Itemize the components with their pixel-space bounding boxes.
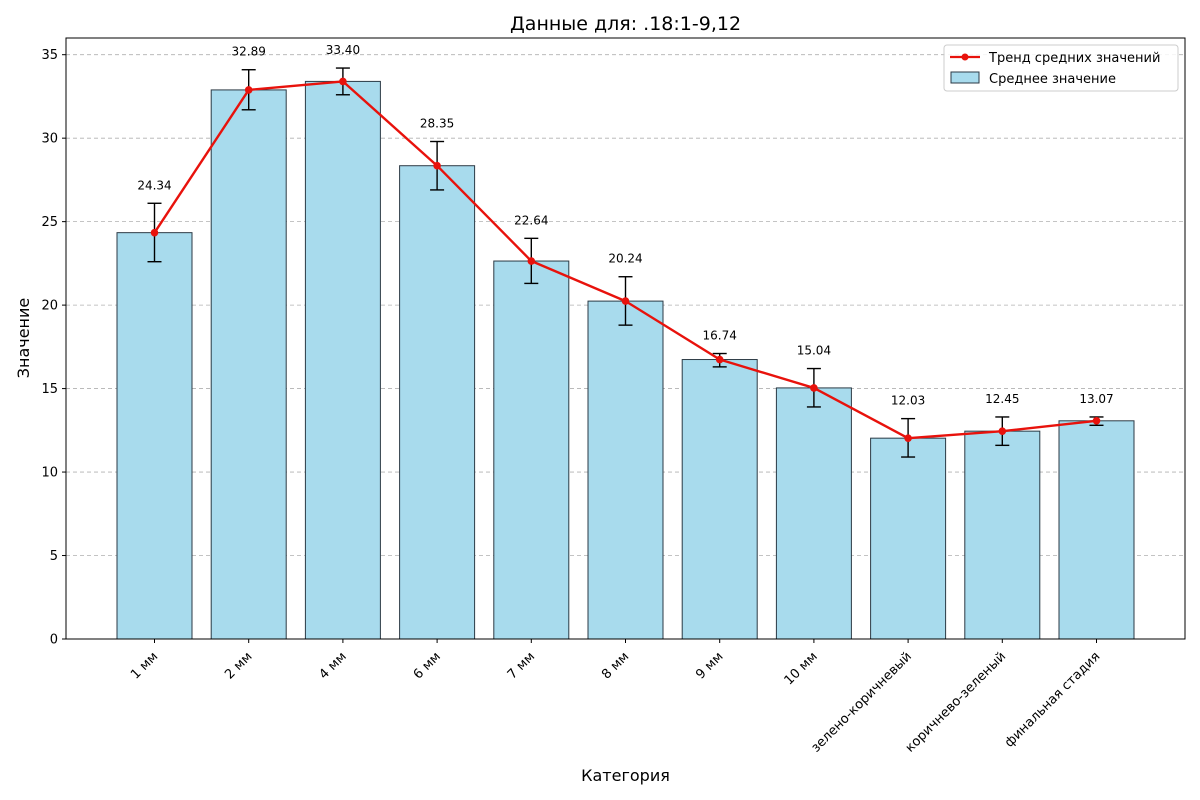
y-tick-label: 0 (50, 633, 58, 648)
y-tick-label: 30 (41, 132, 58, 147)
bar (1058, 420, 1135, 640)
bar (116, 232, 193, 640)
trend-point (715, 355, 724, 364)
bar (493, 260, 570, 640)
bar (304, 80, 381, 640)
data-label: 20.24 (608, 252, 642, 266)
data-label: 12.03 (891, 394, 925, 408)
data-label: 28.35 (420, 117, 454, 131)
data-label: 32.89 (232, 45, 266, 59)
trend-point (339, 77, 347, 86)
x-axis-title: Категория (581, 766, 670, 785)
y-tick-label: 15 (41, 382, 58, 397)
y-tick-label: 20 (41, 299, 58, 314)
trend-point (433, 161, 441, 170)
y-tick-label: 10 (41, 466, 58, 481)
legend-bar-swatch (950, 71, 980, 84)
data-label: 33.40 (326, 43, 360, 57)
data-label: 12.45 (985, 392, 1019, 406)
y-tick-label: 5 (50, 549, 58, 564)
trend-point (621, 297, 630, 305)
trend-point (904, 434, 912, 442)
y-tick-label: 25 (41, 215, 58, 230)
trend-point (1092, 417, 1101, 425)
trend-point (998, 427, 1007, 435)
bar (775, 387, 852, 640)
legend-line-marker (961, 53, 969, 61)
legend-box (943, 44, 1179, 92)
bar (210, 89, 287, 640)
data-label: 24.34 (137, 178, 171, 192)
trend-point (150, 228, 159, 237)
data-label: 15.04 (797, 344, 831, 358)
bars (116, 80, 1135, 640)
bar (964, 430, 1041, 640)
y-tick-label: 35 (41, 48, 58, 63)
trend-point (244, 86, 253, 94)
chart-title: Данные для: .18:1-9,12 (510, 13, 741, 35)
data-label: 13.07 (1079, 392, 1113, 406)
legend: Тренд средних значений Среднее значение (943, 44, 1179, 92)
trend-point (810, 384, 818, 392)
data-label: 22.64 (514, 213, 548, 227)
trend-line (150, 77, 1101, 442)
y-axis-ticks: 0 5 10 15 20 25 30 35 (41, 48, 66, 648)
bar (870, 437, 947, 640)
y-axis-title: Значение (14, 298, 33, 379)
bar (399, 165, 476, 640)
legend-label-trend: Тренд средних значений (988, 51, 1160, 66)
legend-label-mean: Среднее значение (989, 72, 1116, 87)
trend-point (527, 257, 536, 265)
data-label: 16.74 (703, 329, 737, 343)
bar (587, 300, 664, 640)
data-labels: 24.34 32.89 33.40 28.35 22.64 20.24 16.74 15.04… (137, 43, 1113, 408)
bar (681, 359, 758, 640)
